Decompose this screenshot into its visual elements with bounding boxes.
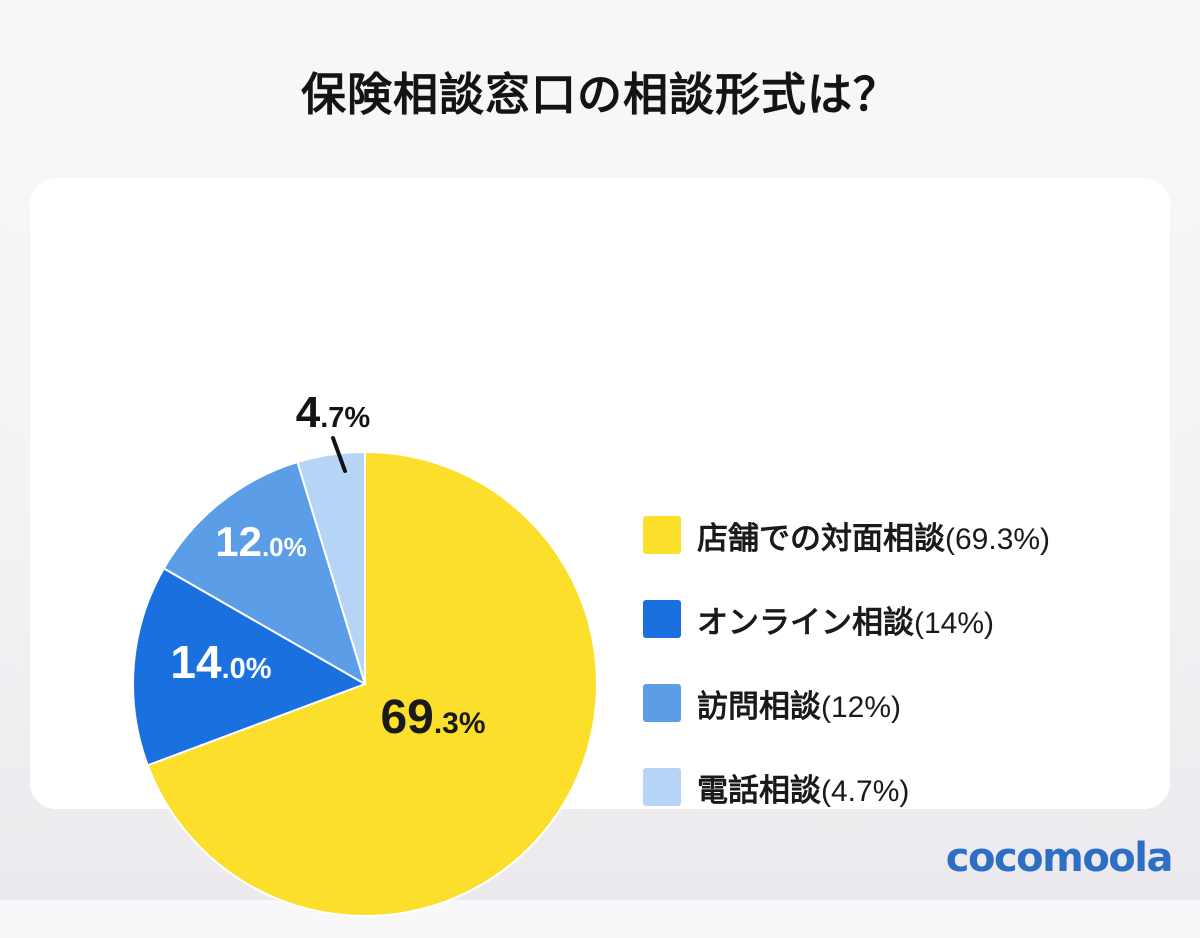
legend: 店舗での対面相談(69.3%) オンライン相談(14%) 訪問相談(12%) 電… xyxy=(643,516,1050,852)
legend-swatch-phone xyxy=(643,768,681,806)
legend-pct-store: (69.3%) xyxy=(945,522,1051,556)
cocomoola-logo: cocomoola xyxy=(945,835,1174,881)
pie-slice-0 xyxy=(146,451,598,917)
slice-label-phone: 4.7% xyxy=(270,391,396,435)
pie-chart xyxy=(132,436,598,917)
legend-label-online: オンライン相談 xyxy=(697,604,914,640)
slice-label-online-value: 14 xyxy=(170,636,222,688)
pie-slices xyxy=(132,451,598,917)
legend-swatch-visit xyxy=(643,684,681,722)
pie-slice-2 xyxy=(162,461,366,685)
legend-item-store: 店舗での対面相談(69.3%) xyxy=(643,516,1051,556)
pie-slice-1 xyxy=(132,567,366,767)
slice-label-store-decimal: .3% xyxy=(433,707,486,740)
slice-label-visit-value: 12 xyxy=(215,518,262,565)
slice-label-online-decimal: .0% xyxy=(221,653,272,685)
legend-pct-phone: (4.7%) xyxy=(821,774,910,808)
legend-item-phone: 電話相談(4.7%) xyxy=(643,768,1050,808)
slice-label-store: 69.3% xyxy=(358,694,508,742)
legend-item-visit: 訪問相談(12%) xyxy=(643,684,1050,724)
page-title: 保険相談窓口の相談形式は？ xyxy=(300,69,899,120)
chart-card: 69.3% 14.0% 12.0% 4.7% 店舗での対面相談(69.3%) オ… xyxy=(30,178,1170,917)
slice-label-phone-value: 4 xyxy=(295,388,321,437)
legend-pct-online: (14%) xyxy=(914,606,995,640)
slice-label-store-value: 69 xyxy=(380,691,434,744)
legend-label-visit: 訪問相談 xyxy=(697,688,821,724)
slice-label-online: 14.0% xyxy=(146,639,296,685)
legend-label-store: 店舗での対面相談 xyxy=(697,520,945,556)
legend-swatch-online xyxy=(643,600,681,638)
pie-slice-3 xyxy=(296,451,366,685)
legend-swatch-store xyxy=(643,516,681,554)
legend-label-phone: 電話相談 xyxy=(697,772,821,808)
slice-label-visit: 12.0% xyxy=(191,521,331,563)
legend-pct-visit: (12%) xyxy=(821,690,902,724)
slice-label-phone-decimal: .7% xyxy=(320,402,371,434)
slice-label-visit-decimal: .0% xyxy=(261,532,307,562)
leader-line-phone-slice xyxy=(331,436,347,473)
legend-item-online: オンライン相談(14%) xyxy=(643,600,1050,640)
